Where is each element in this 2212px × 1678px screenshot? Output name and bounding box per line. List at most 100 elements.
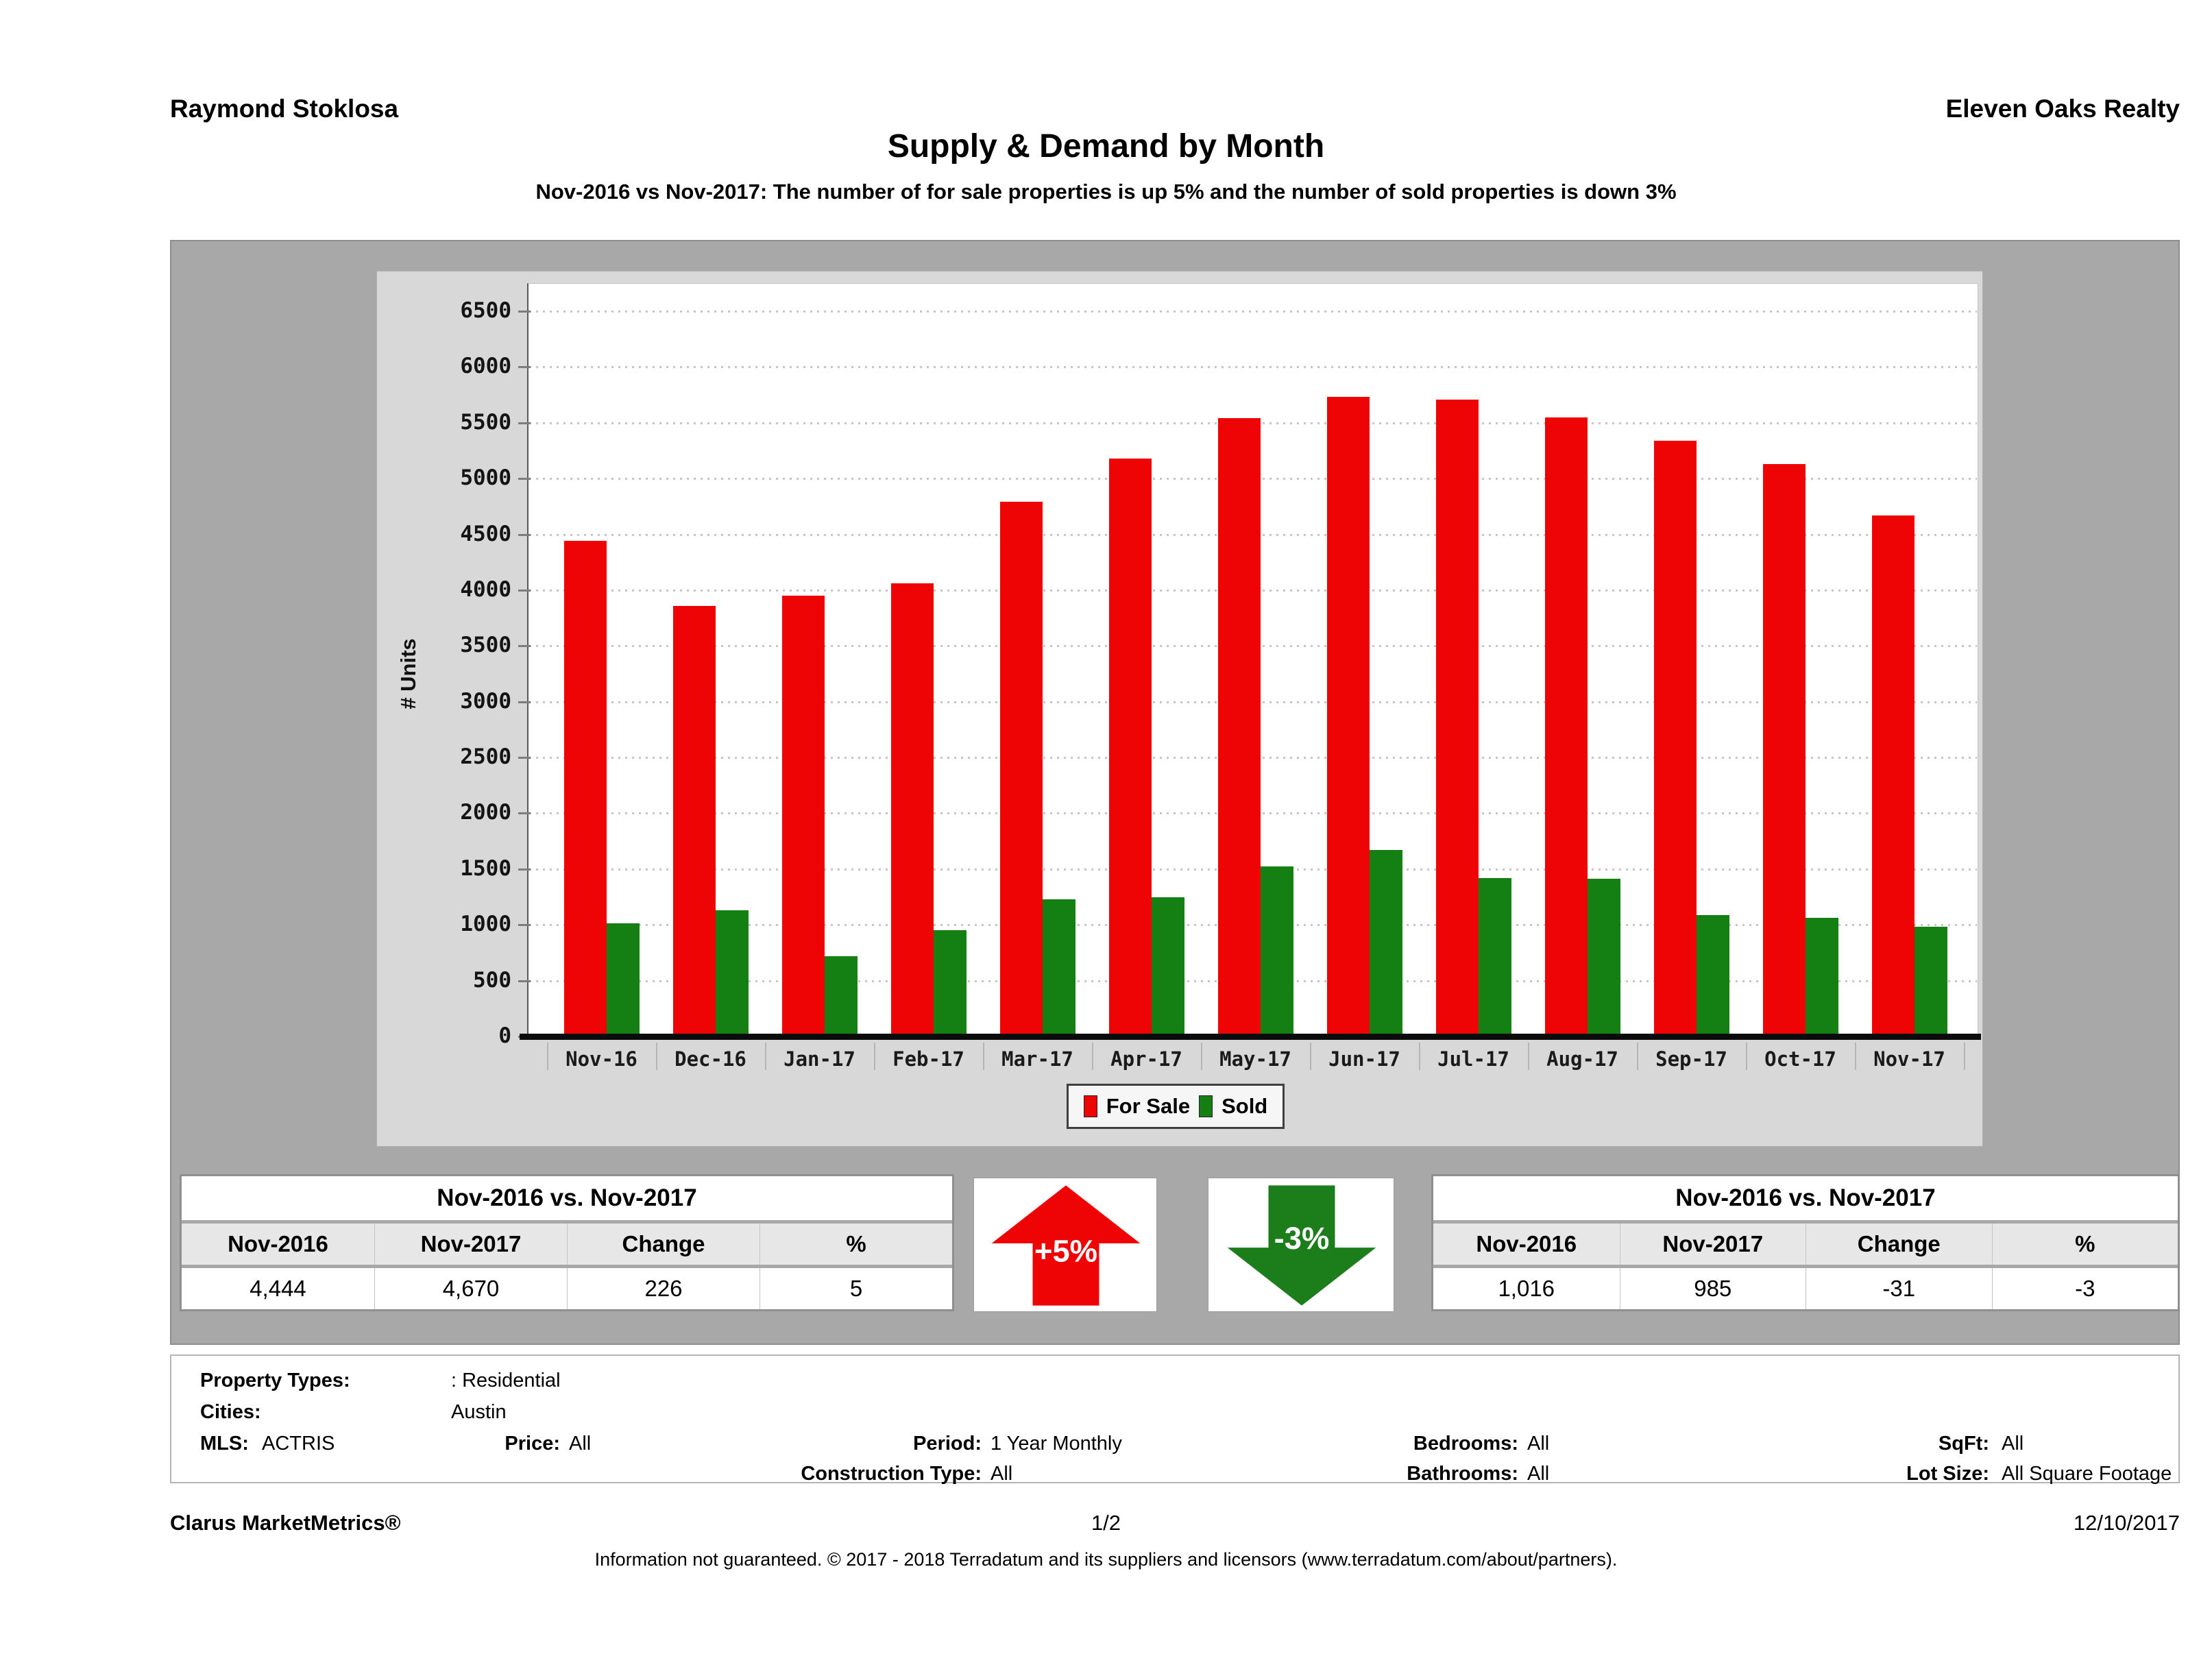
mls-label: MLS: — [200, 1433, 249, 1455]
property-types-value: : Residential — [451, 1370, 561, 1391]
y-tick-label: 500 — [473, 967, 511, 993]
header-cell: Nov-2017 — [374, 1224, 567, 1265]
bar-for-sale-Jun-17 — [1326, 397, 1370, 1036]
category-tick — [656, 1043, 657, 1070]
y-tick-mark — [518, 422, 531, 424]
sold-table-value-row: 1,016 985 -31 -3 — [1433, 1268, 2178, 1309]
cities-label: Cities: — [200, 1401, 261, 1423]
y-tick-mark — [518, 757, 531, 759]
bar-sold-May-17 — [1260, 866, 1293, 1036]
bathrooms-value: All — [1527, 1463, 1550, 1485]
y-tick-mark — [518, 366, 531, 369]
page-number: 1/2 — [1091, 1511, 1121, 1535]
sold-legend-swatch — [1199, 1095, 1213, 1117]
y-tick-mark — [518, 533, 531, 536]
bar-sold-Apr-17 — [1151, 897, 1184, 1036]
y-tick-mark — [518, 868, 531, 871]
sqft-value: All — [2002, 1433, 2024, 1455]
bedrooms-label: Bedrooms: — [1413, 1433, 1518, 1455]
header-cell: % — [759, 1224, 952, 1265]
y-tick-label: 6500 — [460, 298, 511, 323]
y-tick-label: 5000 — [460, 465, 511, 491]
header-cell: Change — [567, 1224, 759, 1265]
bar-sold-Aug-17 — [1587, 879, 1620, 1036]
cities-value: Austin — [451, 1401, 507, 1423]
category-tick — [1964, 1043, 1965, 1070]
chart-panel: # Units 0 500 1000 1500 2000 2500 3000 3500 4000… — [376, 271, 1983, 1147]
bedrooms-value: All — [1527, 1433, 1550, 1455]
agent-name: Raymond Stoklosa — [170, 95, 399, 123]
bar-for-sale-May-17 — [1217, 418, 1261, 1036]
period-value: 1 Year Monthly — [990, 1433, 1122, 1455]
category-tick — [1092, 1043, 1093, 1070]
lot-size-value: All Square Footage — [2002, 1463, 2172, 1485]
category-tick — [1419, 1043, 1420, 1070]
value-cell: 1,016 — [1498, 1276, 1555, 1301]
sold-change-indicator: -3% — [1208, 1178, 1394, 1312]
category-tick — [1528, 1043, 1529, 1070]
sold-comparison-table: Nov-2016 vs. Nov-2017 Nov-2016 Nov-2017 Ch… — [1431, 1174, 2180, 1311]
bar-for-sale-Mar-17 — [999, 502, 1043, 1036]
month-label: Apr-17 — [1110, 1047, 1182, 1071]
y-tick-label: 6000 — [460, 354, 511, 379]
grid-line — [529, 311, 1977, 313]
header-cell: Nov-2017 — [1619, 1224, 1806, 1265]
y-tick-label: 5500 — [460, 409, 511, 435]
y-tick-mark — [518, 645, 531, 648]
bar-sold-Nov-17 — [1914, 926, 1947, 1036]
header-cell: Change — [1806, 1224, 1992, 1265]
bar-sold-Feb-17 — [933, 929, 967, 1036]
sold-legend-label: Sold — [1222, 1094, 1268, 1118]
bar-for-sale-Nov-16 — [563, 540, 607, 1036]
y-tick-label: 2000 — [460, 800, 511, 825]
report-title: Supply & Demand by Month — [887, 128, 1325, 165]
value-cell: 4,444 — [250, 1276, 306, 1301]
bar-for-sale-Oct-17 — [1762, 463, 1806, 1036]
for-sale-table-header-row: Nov-2016 Nov-2017 Change% — [182, 1224, 952, 1265]
month-label: Oct-17 — [1764, 1047, 1836, 1071]
bar-sold-Jul-17 — [1478, 877, 1511, 1036]
product-name: Clarus MarketMetrics® — [170, 1511, 401, 1535]
category-tick — [547, 1043, 548, 1070]
for-sale-comparison-table: Nov-2016 vs. Nov-2017 Nov-2016 Nov-2017 Ch… — [180, 1174, 954, 1311]
month-label: Feb-17 — [892, 1047, 964, 1071]
month-label: Jan-17 — [783, 1047, 855, 1071]
category-tick — [874, 1043, 875, 1070]
month-label: May-17 — [1219, 1047, 1291, 1071]
bar-sold-Jan-17 — [824, 956, 858, 1036]
bar-sold-Nov-16 — [606, 923, 640, 1036]
value-cell: 985 — [1619, 1268, 1806, 1309]
category-tick — [1637, 1043, 1638, 1070]
bar-for-sale-Aug-17 — [1544, 417, 1588, 1036]
category-tick — [1746, 1043, 1747, 1070]
y-tick-label: 0 — [498, 1023, 511, 1048]
report-date: 12/10/2017 — [2073, 1511, 2180, 1535]
month-label: Aug-17 — [1546, 1047, 1618, 1071]
y-tick-mark — [518, 311, 531, 313]
y-tick-label: 3000 — [460, 688, 511, 714]
bar-sold-Dec-16 — [715, 910, 749, 1036]
price-value: All — [569, 1433, 592, 1455]
category-tick — [1855, 1043, 1856, 1070]
bar-for-sale-Dec-16 — [672, 605, 716, 1036]
value-cell: -3 — [1991, 1268, 2178, 1309]
y-tick-mark — [518, 980, 531, 982]
category-tick — [983, 1043, 984, 1070]
y-tick-label: 2500 — [460, 744, 511, 770]
y-tick-mark — [518, 589, 531, 592]
bathrooms-label: Bathrooms: — [1407, 1463, 1518, 1485]
company-name: Eleven Oaks Realty — [1945, 95, 2180, 123]
for-sale-table-value-row: 4,444 4,670 226 5 — [182, 1268, 952, 1309]
grid-line — [529, 366, 1977, 369]
category-tick — [765, 1043, 766, 1070]
x-axis-baseline — [520, 1034, 1981, 1040]
up-arrow-icon: +5% — [991, 1185, 1141, 1306]
bar-for-sale-Sep-17 — [1653, 440, 1697, 1036]
construction-type-value: All — [990, 1463, 1013, 1485]
mls-value: ACTRIS — [262, 1433, 335, 1455]
category-tick — [1201, 1043, 1202, 1070]
sold-change-value: -3% — [1274, 1221, 1330, 1256]
month-label: Mar-17 — [1001, 1047, 1073, 1071]
value-cell: 5 — [759, 1268, 952, 1309]
y-tick-label: 3500 — [460, 633, 511, 658]
